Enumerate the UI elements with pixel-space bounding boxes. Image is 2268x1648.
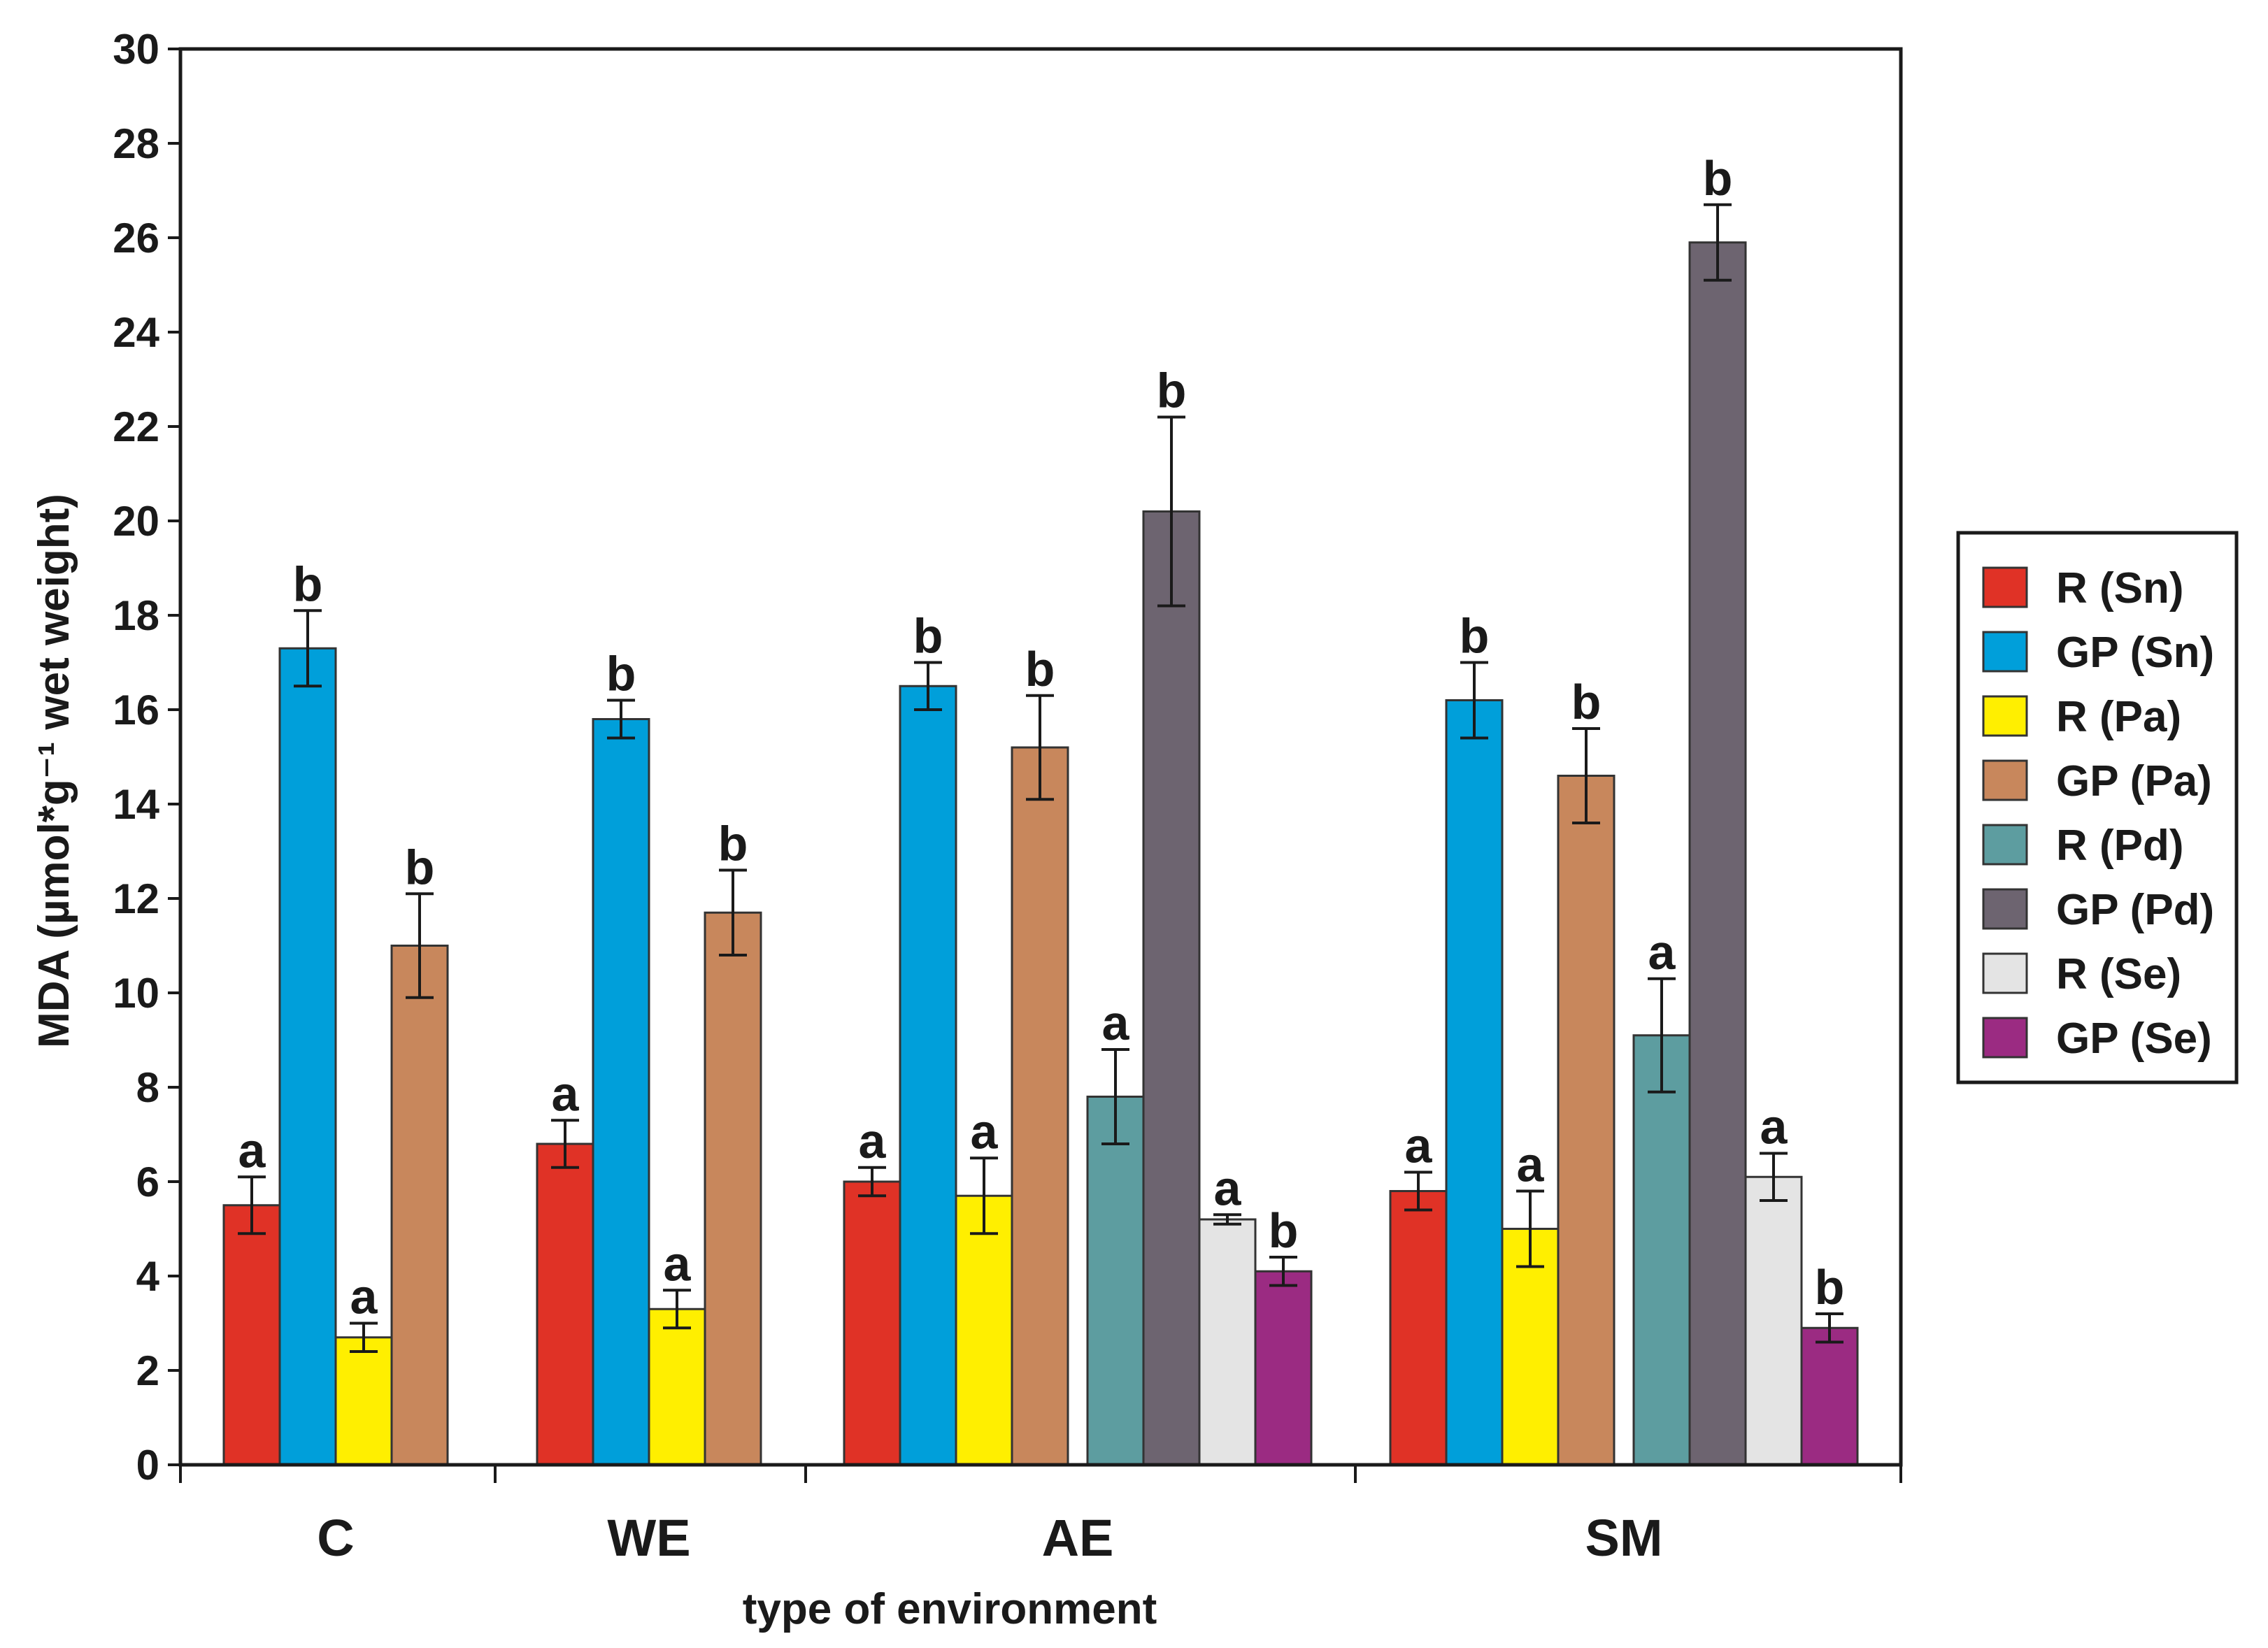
significance-label: a [1648, 925, 1676, 980]
x-category-label: SM [1585, 1509, 1663, 1567]
y-tick-label: 0 [136, 1442, 159, 1489]
significance-label: b [606, 647, 636, 701]
significance-label: b [1815, 1260, 1845, 1314]
legend-swatch [1982, 566, 2028, 608]
significance-label: a [664, 1236, 692, 1291]
legend-swatch [1982, 631, 2028, 673]
y-tick-label: 14 [113, 781, 159, 828]
y-tick-label: 20 [113, 498, 159, 545]
legend-label: R (Pd) [2056, 822, 2184, 870]
legend-swatch [1982, 1017, 2028, 1059]
bar-we-gp-sn [592, 718, 650, 1466]
significance-label: a [238, 1123, 266, 1177]
legend-label: GP (Se) [2056, 1015, 2212, 1063]
legend-swatch [1982, 759, 2028, 801]
y-tick-label: 12 [113, 875, 159, 922]
y-tick-label: 22 [113, 403, 159, 450]
legend-swatch [1982, 888, 2028, 930]
significance-label: a [859, 1114, 887, 1168]
bar-ae-r-pa [955, 1194, 1013, 1466]
legend-label: GP (Pd) [2056, 886, 2214, 934]
bar-ae-gp-pa [1011, 746, 1069, 1466]
x-axis-title: type of environment [743, 1585, 1157, 1633]
bar-c-gp-sn [278, 647, 337, 1466]
significance-label: b [1571, 675, 1602, 729]
legend-box [1956, 531, 2239, 1084]
bars-layer [222, 241, 1859, 1466]
bar-we-gp-pa [704, 911, 762, 1466]
y-tick-label: 26 [113, 215, 159, 261]
x-category-label: AE [1042, 1509, 1114, 1567]
legend-label: R (Pa) [2056, 693, 2181, 741]
y-tick-label: 16 [113, 687, 159, 733]
significance-label: b [405, 840, 435, 894]
bar-sm-r-sn [1389, 1190, 1448, 1466]
bar-sm-gp-se [1800, 1326, 1859, 1466]
significance-label: a [1760, 1100, 1788, 1154]
y-tick-label: 30 [113, 26, 159, 73]
legend-label: GP (Pa) [2056, 757, 2212, 805]
x-category-label: WE [607, 1509, 690, 1567]
bar-sm-gp-sn [1445, 699, 1504, 1466]
y-tick-label: 28 [113, 120, 159, 167]
significance-label: b [1269, 1203, 1299, 1258]
bar-sm-r-pa [1501, 1228, 1560, 1466]
legend: R (Sn) GP (Sn) R (Pa) GP (Pa) R (Pd) GP (Pd) R… [1956, 531, 2239, 1084]
significance-label: a [552, 1066, 580, 1121]
significance-label: b [1460, 609, 1490, 664]
legend-label: R (Sn) [2056, 564, 2184, 612]
legend-swatch [1982, 952, 2028, 994]
significance-label: a [350, 1270, 378, 1324]
bar-sm-gp-pa [1557, 775, 1616, 1466]
y-tick-label: 6 [136, 1159, 159, 1205]
y-tick-label: 8 [136, 1064, 159, 1111]
bar-ae-gp-pd [1142, 510, 1201, 1466]
bar-we-r-sn [536, 1142, 594, 1466]
significance-label: b [1025, 642, 1055, 696]
y-tick-label: 24 [113, 309, 159, 356]
bar-sm-gp-pd [1688, 241, 1747, 1466]
significance-label: b [913, 609, 943, 664]
bar-sm-r-se [1744, 1175, 1803, 1466]
bar-ae-gp-se [1254, 1270, 1313, 1466]
y-tick-label: 4 [136, 1253, 160, 1300]
significance-label: b [1703, 151, 1733, 206]
significance-label: a [1517, 1138, 1545, 1192]
significance-label: a [1102, 996, 1130, 1050]
bar-c-r-sn [222, 1204, 281, 1466]
legend-swatch [1982, 695, 2028, 737]
y-tick-label: 10 [113, 970, 159, 1017]
significance-label: a [1214, 1161, 1242, 1215]
bar-c-r-pa [334, 1336, 393, 1466]
legend-label: R (Se) [2056, 950, 2181, 998]
bar-we-r-pa [648, 1307, 706, 1466]
significance-label: a [1405, 1119, 1433, 1173]
bar-ae-r-se [1198, 1218, 1257, 1466]
x-category-label: C [317, 1509, 354, 1567]
plot-frame [178, 47, 1903, 1467]
significance-label: b [718, 817, 748, 871]
y-tick-label: 18 [113, 592, 159, 639]
bar-sm-r-pd [1632, 1034, 1691, 1466]
significance-label: b [1157, 364, 1187, 418]
bar-ae-r-sn [843, 1180, 901, 1466]
significance-label: a [971, 1104, 999, 1159]
legend-swatch [1982, 824, 2028, 866]
legend-label: GP (Sn) [2056, 629, 2214, 677]
y-axis-title: MDA (µmol*g⁻¹ wet weight) [30, 494, 78, 1048]
significance-label: b [293, 557, 323, 611]
bar-ae-r-pd [1086, 1096, 1145, 1466]
bar-c-gp-pa [390, 945, 449, 1466]
bar-ae-gp-sn [899, 685, 957, 1466]
y-tick-label: 2 [136, 1347, 159, 1394]
